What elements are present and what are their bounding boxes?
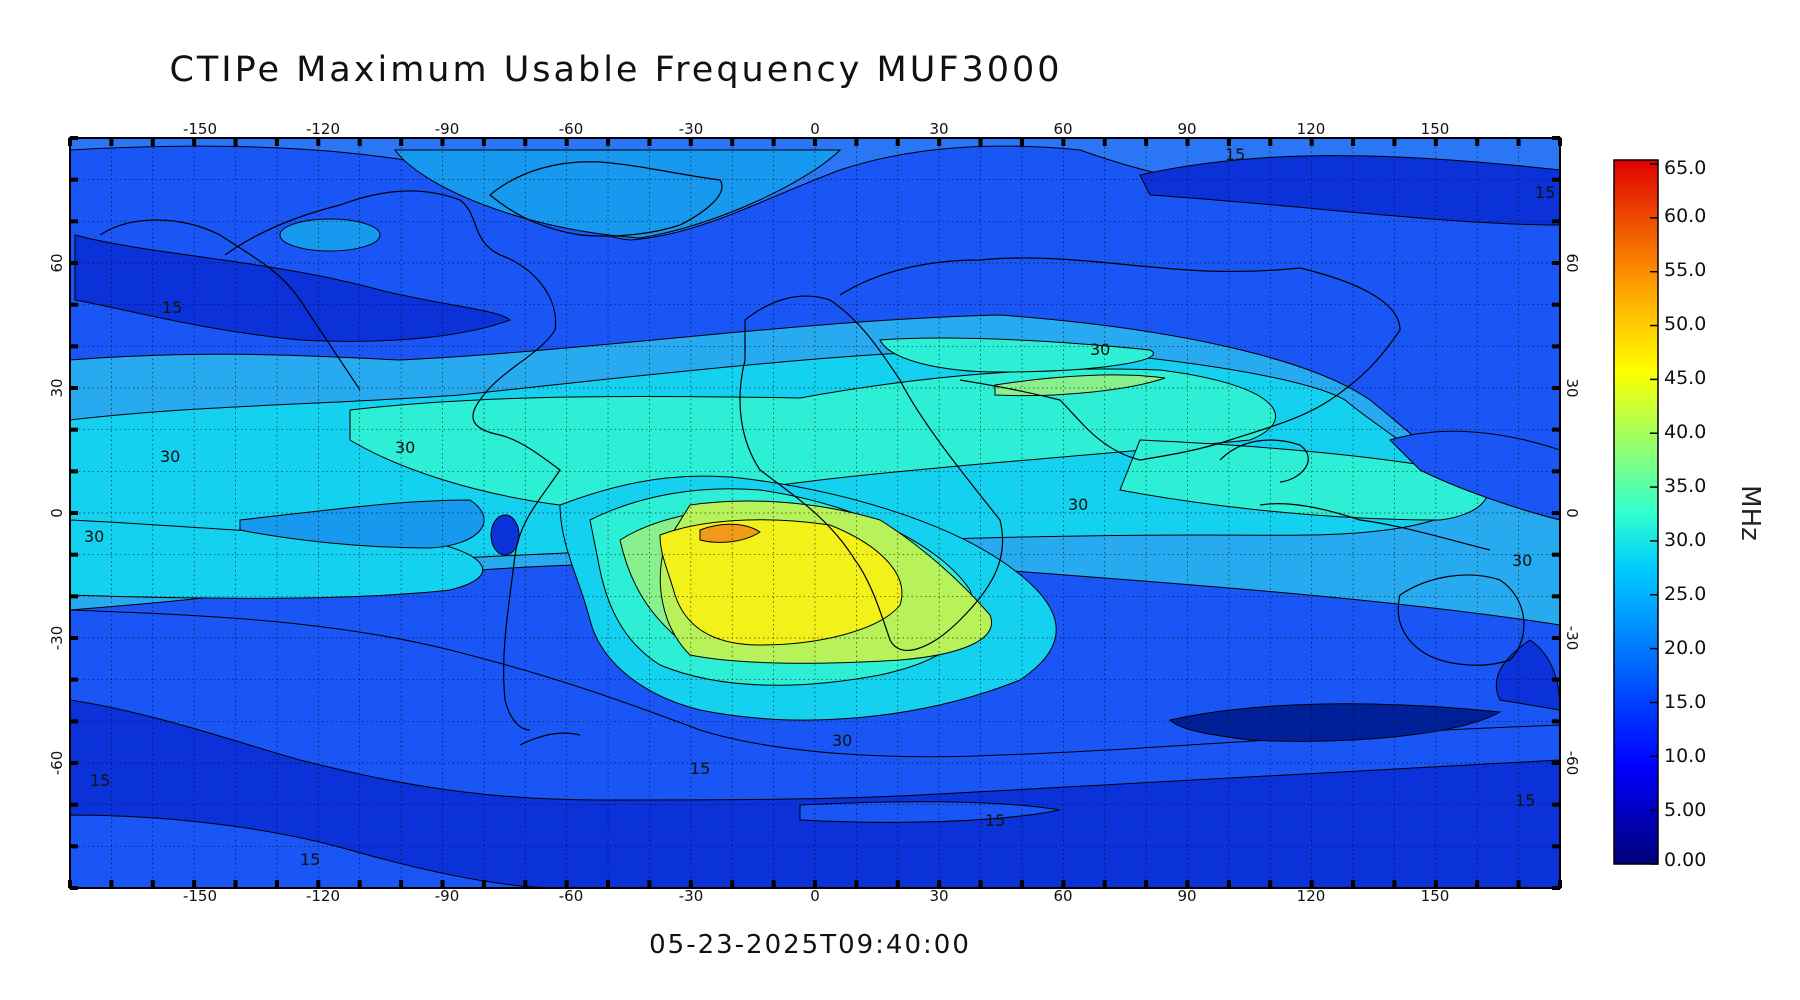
- contour-label: 15: [1225, 145, 1245, 164]
- x-axis-top: -150 -120 -90 -60 -30 0 30 60 90 120 150: [183, 120, 1449, 138]
- y-tick-label: 0: [1563, 508, 1581, 518]
- x-tick-label: 30: [929, 887, 948, 905]
- x-tick-label: -60: [559, 120, 584, 138]
- y-tick-label: 30: [48, 378, 66, 397]
- x-tick-label: 90: [1177, 887, 1196, 905]
- colorbar-label: 45.0: [1664, 367, 1706, 389]
- y-tick-label: -30: [48, 626, 66, 651]
- x-tick-label: 90: [1177, 120, 1196, 138]
- x-tick-label: -30: [679, 120, 704, 138]
- contour-label: 15: [90, 771, 110, 790]
- coastlines: [99, 161, 1525, 746]
- x-axis-bottom: -150 -120 -90 -60 -30 0 30 60 90 120 150: [183, 887, 1449, 905]
- y-axis-left: 60 30 0 -30 -60: [48, 253, 66, 775]
- x-tick-label: 0: [810, 120, 820, 138]
- contour-label: 30: [160, 447, 180, 466]
- x-tick-label: 120: [1297, 120, 1326, 138]
- x-tick-label: -30: [679, 887, 704, 905]
- contour-label: 15: [985, 811, 1005, 830]
- colorbar-label: 60.0: [1664, 205, 1706, 227]
- colorbar-label: 55.0: [1664, 259, 1706, 281]
- y-tick-label: 0: [48, 508, 66, 518]
- contour-label: 15: [690, 759, 710, 778]
- x-tick-label: 60: [1053, 887, 1072, 905]
- colorbar-unit: MHz: [1734, 485, 1765, 541]
- colorbar-label: 65.0: [1664, 157, 1706, 179]
- colorbar-label: 20.0: [1664, 637, 1706, 659]
- x-tick-label: 120: [1297, 887, 1326, 905]
- colorbar-label: 0.00: [1664, 849, 1706, 871]
- y-tick-label: -30: [1563, 626, 1581, 651]
- timestamp: 05-23-2025T09:40:00: [649, 930, 971, 960]
- x-tick-label: -90: [435, 887, 460, 905]
- y-axis-right: 60 30 0 -30 -60: [1563, 253, 1581, 775]
- colorbar-label: 25.0: [1664, 583, 1706, 605]
- x-tick-label: -120: [306, 120, 340, 138]
- contour-label: 15: [162, 298, 182, 317]
- contour-label: 15: [1535, 183, 1555, 202]
- x-tick-label: 150: [1421, 887, 1450, 905]
- y-tick-label: 60: [48, 253, 66, 272]
- colorbar-label: 50.0: [1664, 313, 1706, 335]
- contour-label: 15: [300, 850, 320, 869]
- y-tick-label: -60: [1563, 751, 1581, 776]
- x-tick-label: -90: [435, 120, 460, 138]
- y-tick-label: 30: [1563, 378, 1581, 397]
- x-tick-label: 0: [810, 887, 820, 905]
- x-tick-label: 30: [929, 120, 948, 138]
- colorbar-gradient: [1613, 159, 1659, 865]
- contour-label: 30: [1512, 551, 1532, 570]
- colorbar: 65.0 60.0 55.0 50.0 45.0 40.0 35.0 30.0 …: [1613, 157, 1706, 871]
- x-tick-label: -150: [183, 887, 217, 905]
- y-tick-label: 60: [1563, 253, 1581, 272]
- x-tick-label: -150: [183, 120, 217, 138]
- contour-label: 15: [1515, 791, 1535, 810]
- x-tick-label: -60: [559, 887, 584, 905]
- colorbar-label: 35.0: [1664, 475, 1706, 497]
- contour-label: 30: [84, 527, 104, 546]
- contour-label: 30: [832, 731, 852, 750]
- grid: [69, 137, 1561, 889]
- contour-label: 30: [1090, 340, 1110, 359]
- contour-label: 30: [395, 438, 415, 457]
- colorbar-label: 5.00: [1664, 799, 1706, 821]
- x-tick-label: 150: [1421, 120, 1450, 138]
- colorbar-label: 15.0: [1664, 691, 1706, 713]
- colorbar-label: 10.0: [1664, 745, 1706, 767]
- contour-label: 30: [1068, 495, 1088, 514]
- colorbar-label: 30.0: [1664, 529, 1706, 551]
- x-tick-label: -120: [306, 887, 340, 905]
- x-tick-label: 60: [1053, 120, 1072, 138]
- frame-ticks: [68, 136, 1562, 890]
- contour-labels: 15 15 15 15 15 15 15 15 30 30 30 30 30 3…: [84, 145, 1555, 869]
- map-title: CTIPe Maximum Usable Frequency MUF3000: [169, 50, 1063, 90]
- y-tick-label: -60: [48, 751, 66, 776]
- colorbar-label: 40.0: [1664, 421, 1706, 443]
